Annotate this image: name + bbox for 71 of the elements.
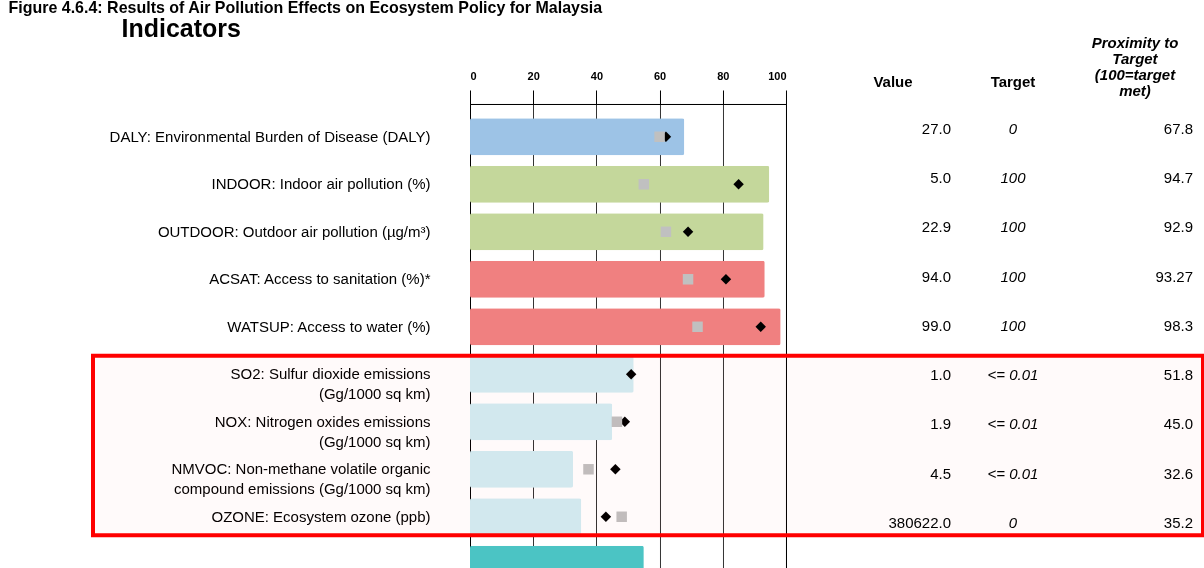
data-label: 94.7: [1163, 168, 1193, 186]
text: 0: [1008, 119, 1018, 137]
point: [583, 464, 594, 475]
bar: [470, 260, 765, 298]
text: 380622.0: [888, 514, 951, 532]
y-tick-label: OZONE: Ecosystem ozone (ppb): [211, 507, 431, 525]
text: 1.0: [930, 366, 951, 384]
text: <= 0.01: [987, 366, 1039, 384]
text: 5.0: [930, 168, 951, 186]
text: Value: [873, 73, 913, 90]
data-label: 67.8: [1163, 119, 1193, 137]
data-label: 51.8: [1163, 366, 1193, 384]
text: Proximity to Target (100=target met): [1091, 34, 1179, 99]
text: 22.9: [921, 218, 951, 236]
point: [638, 179, 650, 190]
text: 100: [1000, 168, 1027, 186]
text: 94.0: [921, 267, 951, 285]
bar: [470, 403, 613, 441]
point: [611, 416, 623, 428]
y-tick-label: DALY: Environmental Burden of Disease (DALY): [109, 127, 431, 145]
bar: [470, 165, 770, 203]
y-tick-label: SO2: Sulfur dioxide emissions (Gg/1000 sq km): [230, 365, 431, 403]
point: [610, 464, 621, 475]
y-tick-label: NMVOC: Non-methane volatile organic compound emissions (Gg/1000 sq km): [171, 460, 431, 498]
y-tick-label: OUTDOOR: Outdoor air pollution (µg/m³): [157, 222, 431, 240]
text: <= 0.01: [987, 464, 1039, 482]
point: [660, 226, 672, 238]
text: 99.0: [921, 316, 951, 334]
data-label: 35.2: [1163, 514, 1193, 532]
text: 100: [1000, 218, 1027, 236]
x-tick-label: 20: [527, 70, 540, 83]
bar: [470, 355, 634, 393]
bar: [470, 498, 582, 536]
x-tick-label: 100: [768, 70, 787, 83]
text: 1.9: [930, 415, 951, 433]
x-tick-label: 60: [653, 70, 667, 83]
bar: [470, 308, 781, 346]
text: Indicators: [121, 14, 241, 43]
bar: [470, 118, 685, 156]
data-label: 45.0: [1163, 415, 1193, 433]
text: 100: [1000, 316, 1027, 334]
y-tick-label: ACSAT: Access to sanitation (%)*: [209, 270, 431, 288]
x-tick-label: 40: [590, 70, 604, 83]
data-label: 32.6: [1163, 464, 1193, 482]
data-label: 92.9: [1163, 218, 1193, 236]
text: 27.0: [921, 119, 951, 137]
y-tick-label: WATSUP: Access to water (%): [227, 317, 431, 335]
point: [720, 274, 732, 285]
bar: [470, 450, 574, 488]
text: Figure 4.6.4: Results of Air Pollution Effects on Ecosystem Policy for Malaysia: [8, 0, 603, 17]
point: [755, 321, 766, 333]
text: 0: [1008, 514, 1018, 532]
point: [616, 511, 627, 523]
point: [682, 274, 694, 285]
text: Target: [990, 73, 1036, 90]
text: 4.5: [930, 464, 951, 482]
point: [600, 511, 612, 523]
point: [625, 369, 637, 380]
x-tick-label: 0: [470, 70, 477, 83]
x-tick-label: 80: [717, 70, 730, 83]
point: [692, 321, 703, 333]
y-tick-label: INDOOR: Indoor air pollution (%): [211, 175, 431, 193]
point: [654, 131, 665, 143]
point: [682, 226, 694, 238]
point: [733, 179, 744, 190]
text: <= 0.01: [987, 415, 1039, 433]
y-tick-label: NOX: Nitrogen oxides emissions (Gg/1000 sq km): [214, 412, 431, 450]
data-label: 93.27: [1155, 267, 1193, 285]
text: 100: [1000, 267, 1027, 285]
data-label: 98.3: [1163, 316, 1193, 334]
bar: [470, 213, 764, 251]
